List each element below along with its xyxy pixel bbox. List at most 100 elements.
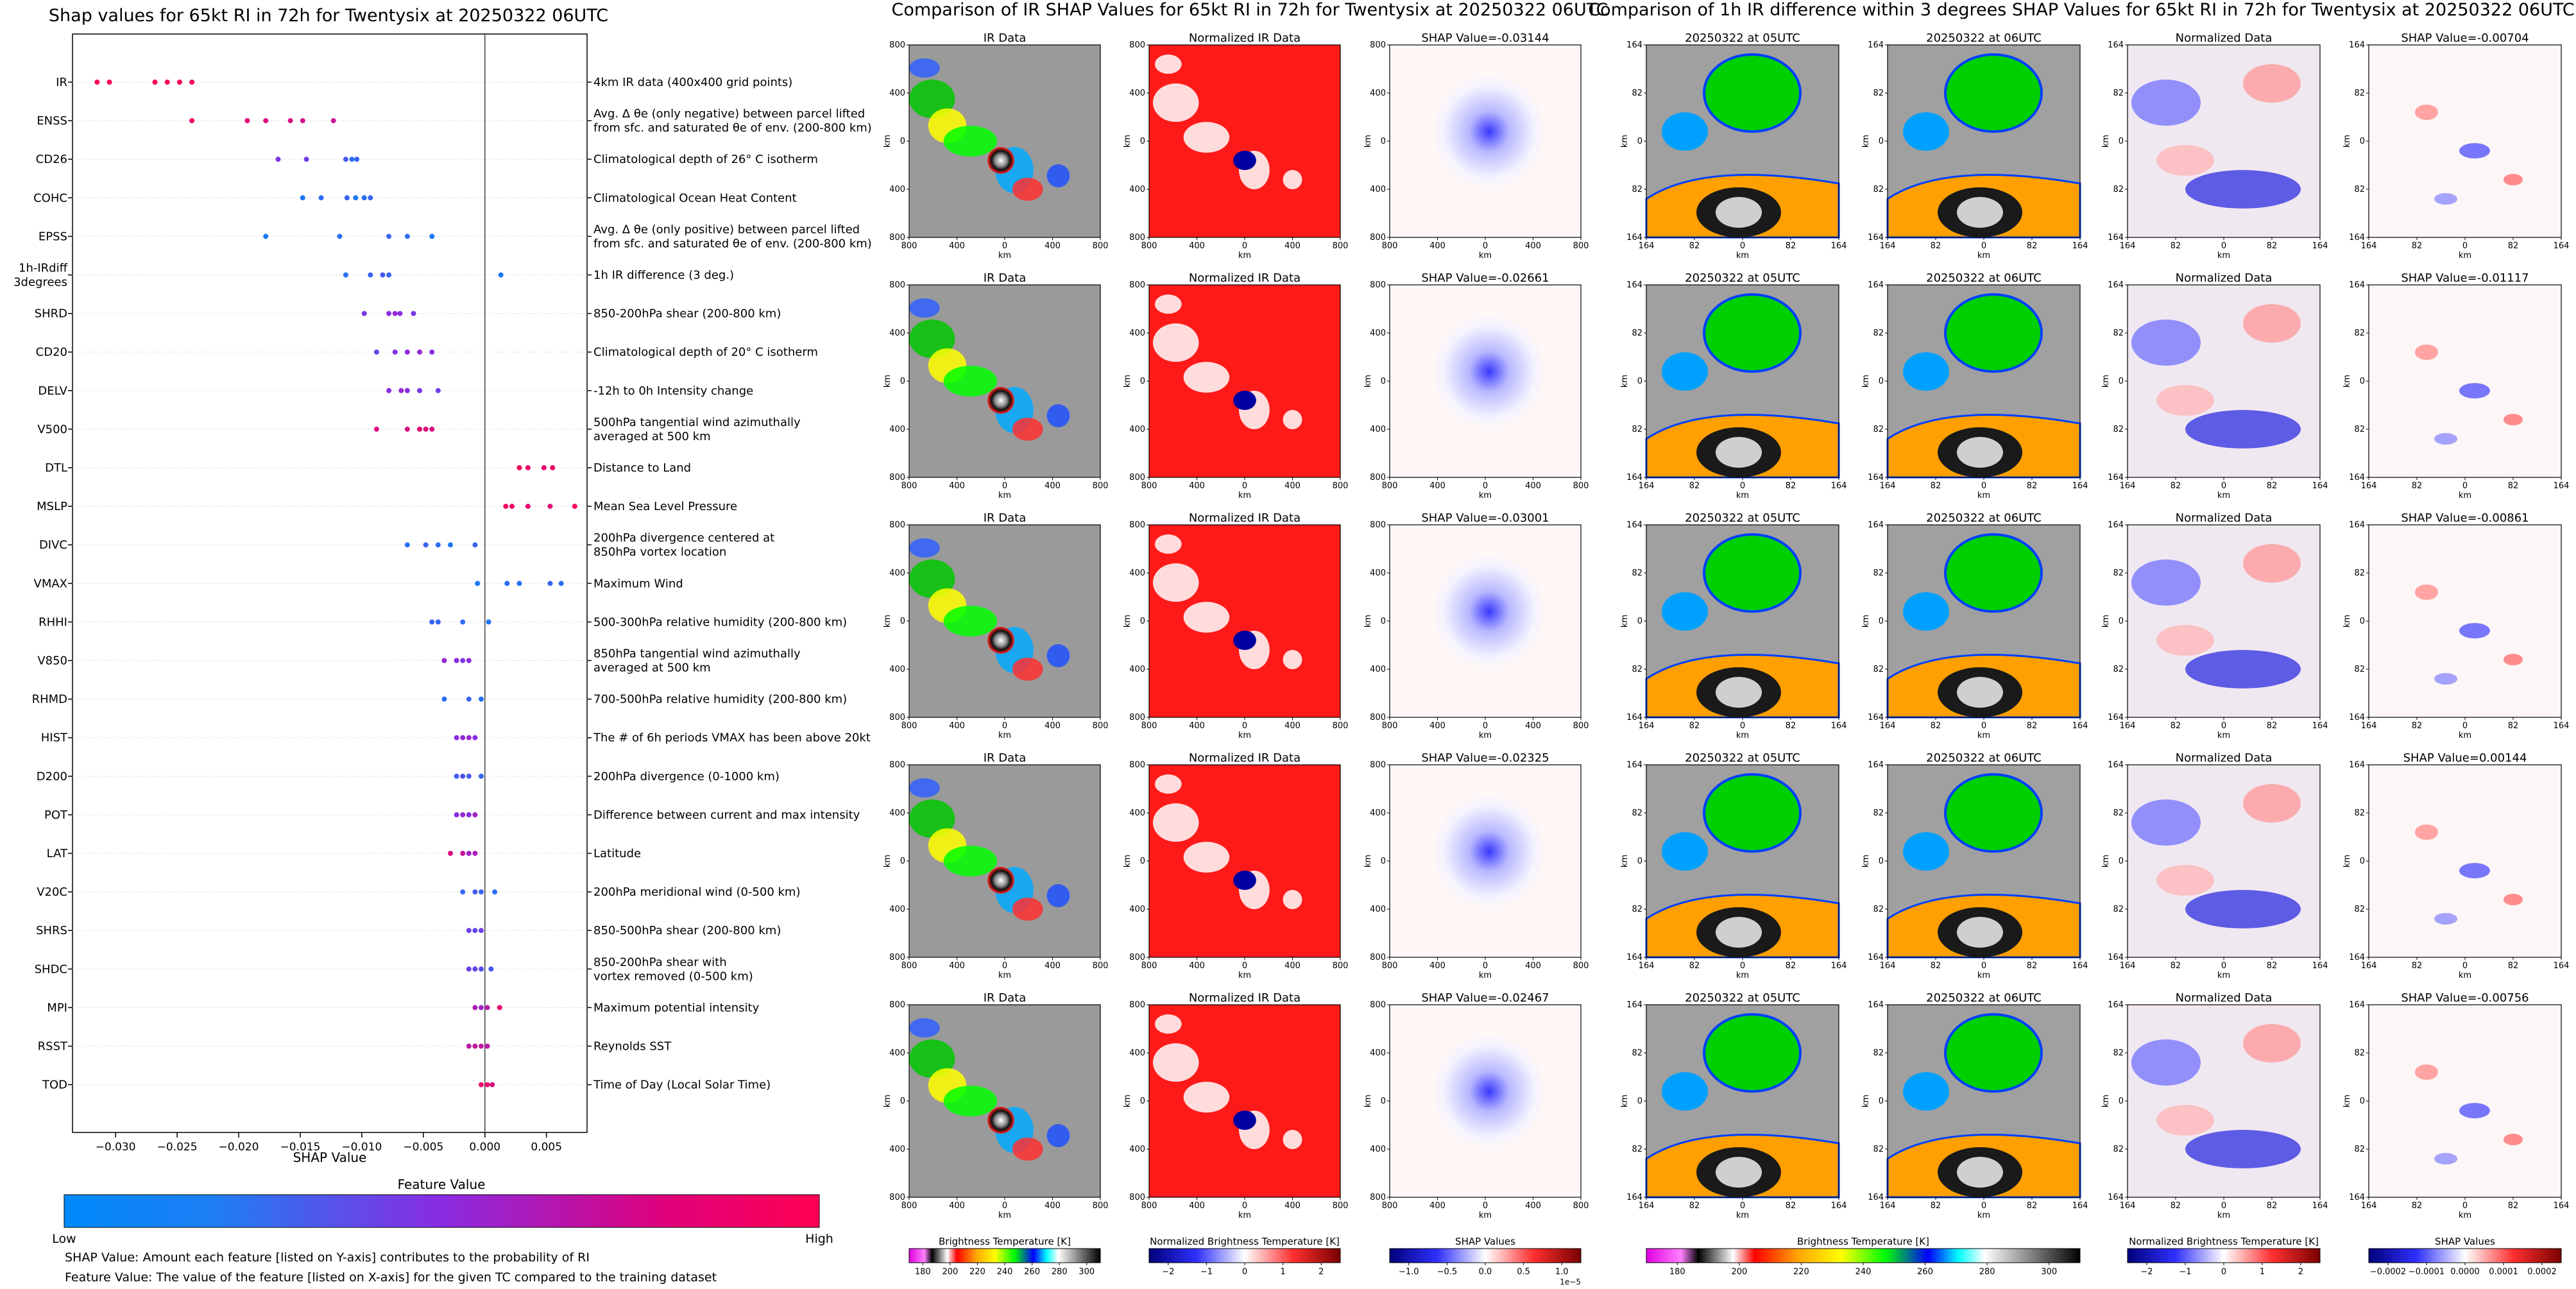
panel-y-axis-label: km xyxy=(1861,375,1871,388)
shap-point xyxy=(525,504,531,509)
panel-x-tick-label: 800 xyxy=(1093,481,1109,491)
cloud-band xyxy=(1903,352,1949,391)
feature-name: POT xyxy=(44,808,68,822)
panel-title: 20250322 at 06UTC xyxy=(1926,991,2042,1005)
cloud-blob xyxy=(1012,1138,1043,1161)
colorbar-tick-label: 220 xyxy=(969,1267,985,1277)
panel-x-tick-label: 800 xyxy=(901,1201,917,1211)
panel-y-tick-label: 164 xyxy=(1626,233,1642,243)
normalized-blob xyxy=(2131,1039,2201,1086)
panel-y-tick-label: 82 xyxy=(2354,89,2365,98)
shap-point xyxy=(460,812,466,817)
panel-y-tick-label: 0 xyxy=(900,857,905,866)
panel-y-tick-label: 82 xyxy=(2113,808,2124,818)
panel-title: Normalized IR Data xyxy=(1189,751,1301,765)
cloud-band xyxy=(1903,832,1949,871)
panel-y-tick-label: 400 xyxy=(1129,89,1145,98)
shap-point xyxy=(435,542,441,548)
panel-title: 20250322 at 06UTC xyxy=(1926,511,2042,525)
cloud-blob xyxy=(943,126,998,157)
normalized-blob xyxy=(1183,842,1230,873)
panel-x-tick-label: 164 xyxy=(2120,1201,2136,1211)
panel-x-tick-label: 82 xyxy=(2171,1201,2181,1211)
panel-x-tick-label: 82 xyxy=(2027,241,2038,251)
panel-y-tick-label: 400 xyxy=(1129,665,1145,674)
panel-x-tick-label: 400 xyxy=(1429,241,1446,251)
feature-description: 850-500hPa shear (200-800 km) xyxy=(593,924,781,937)
panel-title: 20250322 at 05UTC xyxy=(1685,991,1800,1005)
panel-x-tick-label: 800 xyxy=(1141,961,1157,971)
ir-image-background xyxy=(909,285,1100,477)
panel-y-axis-label: km xyxy=(2342,135,2352,148)
panel-x-tick-label: 0 xyxy=(2221,1201,2226,1211)
ir-diff-row: 20250322 at 05UTC1641648282008282164164k… xyxy=(1620,31,2569,260)
panel-x-tick-label: 164 xyxy=(2361,481,2377,491)
panel-x-tick-label: 164 xyxy=(2312,961,2328,971)
panel-x-tick-label: 0 xyxy=(1981,481,1986,491)
panel-y-tick-label: 164 xyxy=(1868,520,1884,530)
panel-y-tick-label: 0 xyxy=(1140,617,1145,626)
panel-x-axis-label: km xyxy=(1479,1211,1492,1220)
panel-y-tick-label: 82 xyxy=(2113,89,2124,98)
feature-description-labels: 4km IR data (400x400 grid points) Avg. Δ … xyxy=(593,76,872,1092)
panel-title: Normalized IR Data xyxy=(1189,511,1301,525)
panel-x-tick-label: 164 xyxy=(1831,1201,1847,1211)
shap-blob xyxy=(1431,74,1547,189)
shap-point xyxy=(417,388,423,393)
panel-title: Normalized Data xyxy=(2176,271,2273,285)
shap-blob xyxy=(2459,1103,2490,1118)
panel-x-axis-label: km xyxy=(998,971,1011,980)
panel-x-axis-label: km xyxy=(1736,1211,1749,1220)
feature-name: SHRS xyxy=(36,924,67,937)
feature-gridlines xyxy=(68,81,592,1086)
ir-image-background xyxy=(909,1005,1100,1197)
normalized-image-background xyxy=(1149,525,1340,717)
panel-x-tick-label: 400 xyxy=(1429,721,1446,731)
shap-point xyxy=(404,234,410,239)
shap-blob xyxy=(2503,414,2523,425)
shap-point xyxy=(404,426,410,432)
panel-x-tick-label: 82 xyxy=(1689,481,1700,491)
panel-y-tick-label: 0 xyxy=(900,617,905,626)
shap-point xyxy=(492,889,498,895)
panel-y-axis-label: km xyxy=(883,135,892,148)
panel-y-tick-label: 800 xyxy=(889,1000,905,1010)
panel-y-tick-label: 0 xyxy=(2119,377,2124,386)
panel-x-tick-label: 800 xyxy=(1573,1201,1589,1211)
panel-y-tick-label: 800 xyxy=(1370,233,1386,243)
panel-y-tick-label: 400 xyxy=(1370,568,1386,578)
x-tick-label: −0.030 xyxy=(96,1141,136,1154)
colorbar-tick-label: 2 xyxy=(1318,1267,1324,1277)
panel-y-tick-label: 164 xyxy=(1868,473,1884,482)
cloud-band xyxy=(1662,112,1708,151)
panel-x-tick-label: 82 xyxy=(1931,1201,1941,1211)
ir-shap-row: IR Data80080040040000400400800800kmkmNor… xyxy=(883,271,1589,500)
normalized-blob xyxy=(2131,799,2201,846)
storm-eye xyxy=(987,627,1014,654)
panel-x-tick-label: 164 xyxy=(2361,241,2377,251)
panel-x-tick-label: 164 xyxy=(1639,961,1655,971)
panel-x-tick-label: 400 xyxy=(1189,721,1205,731)
panel-x-tick-label: 0 xyxy=(1483,721,1488,731)
panel-y-tick-label: 400 xyxy=(1129,425,1145,434)
panel-x-tick-label: 82 xyxy=(1931,241,1941,251)
colorbar-tick-label: −1 xyxy=(2179,1267,2191,1277)
panel-y-tick-label: 400 xyxy=(1370,905,1386,914)
panel-title: SHAP Value=-0.00704 xyxy=(2401,31,2529,45)
shap-point xyxy=(373,349,379,355)
panel-x-tick-label: 0 xyxy=(1002,961,1007,971)
shap-blob xyxy=(2415,105,2438,120)
normalized-blob xyxy=(1283,170,1302,189)
shap-point xyxy=(429,234,435,239)
shap-blob xyxy=(2434,433,2457,445)
shap-point xyxy=(448,542,454,548)
panel-x-axis-label: km xyxy=(1977,731,1990,740)
panel-y-tick-label: 82 xyxy=(1632,1048,1642,1058)
feature-description: 850hPa tangential wind azimuthally averag… xyxy=(593,647,801,675)
panel-y-tick-label: 400 xyxy=(1370,329,1386,338)
colorbar-label: Brightness Temperature [K] xyxy=(939,1236,1071,1247)
panel-x-tick-label: 800 xyxy=(1333,721,1349,731)
shap-point xyxy=(417,349,423,355)
panel-x-tick-label: 82 xyxy=(1689,721,1700,731)
